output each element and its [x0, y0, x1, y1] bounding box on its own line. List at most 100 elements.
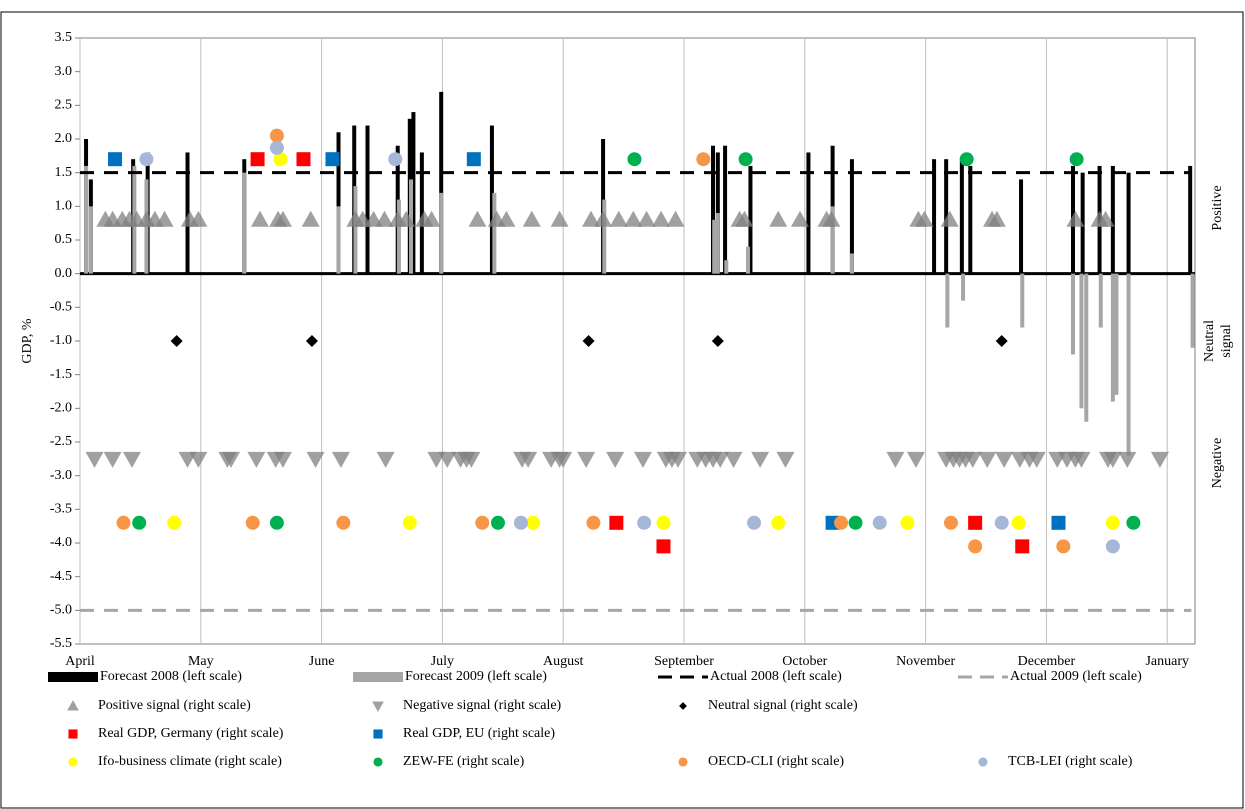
negative-signal [85, 451, 104, 468]
positive-signal [273, 210, 292, 227]
circle-marker [1056, 539, 1071, 554]
bar [439, 192, 444, 274]
positive-signal [822, 210, 841, 227]
positive-signal [915, 210, 934, 227]
positive-signal [375, 210, 394, 227]
x-tick-label: August [543, 654, 584, 669]
legend-label: Ifo-business climate (right scale) [98, 754, 282, 769]
negative-signal [438, 451, 457, 468]
bar [439, 91, 444, 274]
circle-marker [848, 515, 863, 530]
negative-signal [462, 451, 481, 468]
square-marker [108, 152, 123, 167]
circle-marker [696, 152, 711, 167]
circle-marker [490, 515, 505, 530]
bar [746, 246, 751, 274]
bar [715, 152, 720, 274]
positive-signal [581, 210, 600, 227]
bar [336, 132, 341, 274]
bar [1098, 273, 1103, 328]
bar [84, 165, 89, 274]
bar [411, 112, 416, 274]
circle-marker [738, 152, 753, 167]
y-tick-label: -2.0 [50, 401, 72, 416]
circle-marker [388, 152, 403, 167]
right-label: Positive [1210, 185, 1225, 230]
negative-signal [306, 451, 325, 468]
circle-marker [678, 757, 688, 767]
positive-signal [522, 210, 541, 227]
square-marker [466, 152, 481, 167]
neutral-signal [170, 335, 183, 347]
circle-marker [586, 515, 601, 530]
square-marker [968, 515, 983, 530]
y-tick-label: 3.5 [55, 30, 73, 45]
y-tick-label: -4.5 [50, 569, 72, 584]
circle-marker [139, 152, 154, 167]
circle-marker [526, 515, 541, 530]
square-marker [1015, 539, 1030, 554]
legend-label: Neutral signal (right scale) [708, 698, 858, 713]
bar [959, 159, 964, 274]
positive-signal [666, 210, 685, 227]
positive-signal [189, 210, 208, 227]
circle-marker [627, 152, 642, 167]
circle-marker [872, 515, 887, 530]
negative-signal [1072, 451, 1091, 468]
negative-signal [189, 451, 208, 468]
negative-signal [122, 451, 141, 468]
circle-marker [273, 152, 288, 167]
bar [336, 206, 341, 274]
positive-signal [67, 700, 79, 711]
bar [830, 206, 835, 274]
x-tick-label: April [65, 654, 95, 669]
negative-signal [906, 451, 925, 468]
legend-label: Real GDP, EU (right scale) [403, 726, 555, 741]
negative-signal [995, 451, 1014, 468]
bar [365, 125, 370, 274]
legend-swatch [48, 672, 98, 682]
bar [711, 145, 716, 274]
square-marker [68, 729, 78, 739]
circle-marker [1105, 515, 1120, 530]
circle-marker [269, 128, 284, 143]
circle-marker [834, 515, 849, 530]
bar [1126, 172, 1131, 274]
negative-signal [668, 451, 687, 468]
y-tick-label: -1.0 [50, 333, 72, 348]
positive-signal [987, 210, 1006, 227]
positive-signal [790, 210, 809, 227]
circle-marker [978, 757, 988, 767]
bar [1070, 273, 1075, 355]
bar [1190, 273, 1195, 348]
circle-marker [968, 539, 983, 554]
square-marker [250, 152, 265, 167]
circle-marker [336, 515, 351, 530]
negative-signal [1118, 451, 1137, 468]
circle-marker [656, 515, 671, 530]
positive-signal [550, 210, 569, 227]
bar [849, 159, 854, 274]
neutral-signal [711, 335, 724, 347]
bar [849, 253, 854, 274]
bar [1188, 165, 1193, 274]
negative-signal [1150, 451, 1169, 468]
circle-marker [132, 515, 147, 530]
bar [419, 152, 424, 274]
y-tick-label: -2.5 [50, 434, 72, 449]
negative-signal [886, 451, 905, 468]
neutral-signal [582, 335, 595, 347]
y-tick-label: -5.0 [50, 603, 72, 618]
x-tick-label: May [188, 654, 214, 669]
negative-signal [963, 451, 982, 468]
negative-signal [751, 451, 770, 468]
bar [1080, 172, 1085, 274]
y-tick-label: 1.0 [55, 199, 73, 214]
circle-marker [994, 515, 1009, 530]
positive-signal [735, 210, 754, 227]
y-axis-label: GDP, % [20, 318, 35, 363]
bar [1110, 165, 1115, 274]
square-marker [296, 152, 311, 167]
positive-signal [637, 210, 656, 227]
